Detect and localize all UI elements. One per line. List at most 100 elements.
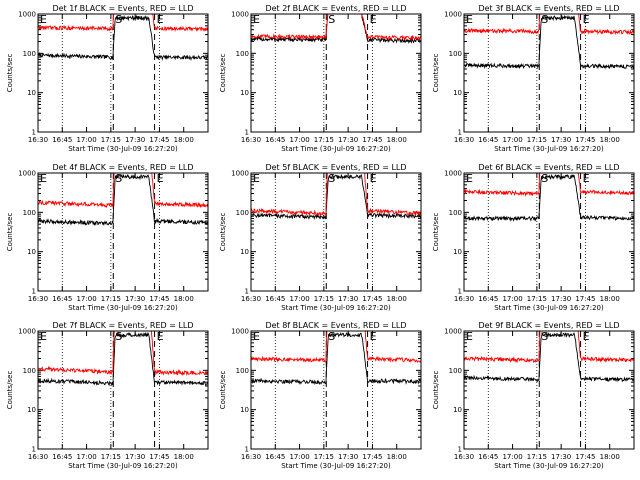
- marker-label: E: [157, 13, 164, 26]
- x-axis-label: Start Time (30-Jul-09 16:27:20): [494, 145, 604, 153]
- marker-label: S: [115, 172, 122, 185]
- chart-panel-1: Det 1f BLACK = Events, RED = LLD Counts/s…: [6, 4, 209, 153]
- y-tick-label: 1: [245, 446, 249, 454]
- x-tick-label: 17:30: [125, 453, 145, 461]
- y-tick-label: 100: [236, 367, 249, 375]
- y-axis-label: Counts/sec: [219, 54, 227, 93]
- x-tick-label: 17:00: [76, 136, 96, 144]
- x-tick-label: 17:15: [314, 295, 334, 303]
- x-tick-label: 18:00: [600, 453, 620, 461]
- x-tick-label: 17:15: [314, 453, 334, 461]
- plot-frame: [37, 330, 209, 450]
- x-tick-label: 17:30: [125, 136, 145, 144]
- y-axis-label: Counts/sec: [432, 371, 440, 410]
- x-tick-label: 17:30: [551, 295, 571, 303]
- x-axis-label: Start Time (30-Jul-09 16:27:20): [494, 304, 604, 312]
- x-tick-label: 16:45: [478, 136, 498, 144]
- y-tick-label: 1000: [231, 328, 249, 336]
- marker-label: S: [115, 13, 122, 26]
- chart-panel-2: Det 2f BLACK = Events, RED = LLD Counts/s…: [219, 4, 422, 153]
- x-tick-label: 16:30: [241, 295, 261, 303]
- chart-panel-9: Det 9f BLACK = Events, RED = LLD Counts/s…: [432, 321, 635, 470]
- marker-label: E: [40, 172, 47, 185]
- x-tick-label: 17:30: [551, 136, 571, 144]
- y-tick-label: 1000: [444, 11, 462, 19]
- x-tick-label: 17:00: [502, 295, 522, 303]
- x-tick-label: 16:30: [28, 295, 48, 303]
- y-tick-label: 1000: [18, 328, 36, 336]
- x-tick-label: 16:30: [454, 136, 474, 144]
- chart-title: Det 7f BLACK = Events, RED = LLD: [52, 321, 193, 330]
- y-tick-label: 1: [245, 129, 249, 137]
- chart-title: Det 4f BLACK = Events, RED = LLD: [52, 163, 193, 172]
- series-line-events: [464, 14, 634, 70]
- x-tick-label: 16:45: [265, 453, 285, 461]
- chart-panel-7: Det 7f BLACK = Events, RED = LLD Counts/s…: [6, 321, 209, 470]
- y-axis-label: Counts/sec: [219, 213, 227, 252]
- y-tick-label: 1: [458, 288, 462, 296]
- y-tick-label: 10: [453, 89, 462, 97]
- x-axis-label: Start Time (30-Jul-09 16:27:20): [281, 462, 391, 470]
- marker-label: S: [328, 330, 335, 343]
- chart-title: Det 5f BLACK = Events, RED = LLD: [265, 163, 406, 172]
- plot-frame: [250, 172, 422, 292]
- series-line-lld: [251, 173, 421, 217]
- y-tick-label: 100: [449, 209, 462, 217]
- y-axis-label: Counts/sec: [6, 371, 14, 410]
- x-tick-label: 18:00: [387, 453, 407, 461]
- marker-label: E: [466, 172, 473, 185]
- y-tick-label: 10: [27, 89, 36, 97]
- plot-frame: [250, 330, 422, 450]
- x-tick-label: 17:15: [101, 295, 121, 303]
- x-tick-label: 17:15: [527, 136, 547, 144]
- y-tick-label: 10: [240, 248, 249, 256]
- y-tick-label: 10: [453, 406, 462, 414]
- x-tick-label: 17:30: [338, 453, 358, 461]
- y-tick-label: 100: [449, 50, 462, 58]
- x-tick-label: 17:30: [551, 453, 571, 461]
- marker-label: S: [541, 330, 548, 343]
- marker-label: E: [583, 172, 590, 185]
- series-line-lld: [464, 14, 634, 36]
- x-tick-label: 18:00: [387, 295, 407, 303]
- y-axis-label: Counts/sec: [432, 213, 440, 252]
- x-tick-label: 17:15: [101, 453, 121, 461]
- y-axis-label: Counts/sec: [6, 54, 14, 93]
- x-axis-label: Start Time (30-Jul-09 16:27:20): [494, 462, 604, 470]
- marker-label: E: [466, 330, 473, 343]
- marker-label: E: [583, 13, 590, 26]
- x-tick-label: 17:00: [502, 136, 522, 144]
- chart-panel-6: Det 6f BLACK = Events, RED = LLD Counts/s…: [432, 163, 635, 312]
- marker-label: E: [370, 13, 377, 26]
- series-line-events: [251, 331, 421, 386]
- y-tick-label: 10: [240, 406, 249, 414]
- x-tick-label: 17:00: [76, 295, 96, 303]
- x-tick-label: 16:30: [454, 295, 474, 303]
- x-tick-label: 16:30: [454, 453, 474, 461]
- y-tick-label: 1000: [444, 328, 462, 336]
- y-tick-label: 100: [23, 209, 36, 217]
- chart-title: Det 1f BLACK = Events, RED = LLD: [52, 4, 193, 13]
- y-tick-label: 100: [449, 367, 462, 375]
- x-tick-label: 17:30: [338, 295, 358, 303]
- x-tick-label: 16:30: [241, 136, 261, 144]
- y-axis-label: Counts/sec: [219, 371, 227, 410]
- marker-label: S: [115, 330, 122, 343]
- x-tick-label: 18:00: [387, 136, 407, 144]
- chart-panel-3: Det 3f BLACK = Events, RED = LLD Counts/s…: [432, 4, 635, 153]
- y-tick-label: 1: [245, 288, 249, 296]
- x-axis-label: Start Time (30-Jul-09 16:27:20): [68, 145, 178, 153]
- series-line-lld: [38, 173, 208, 209]
- x-tick-label: 17:15: [527, 295, 547, 303]
- plot-frame: [37, 172, 209, 292]
- series-line-lld: [464, 173, 634, 197]
- x-tick-label: 17:45: [575, 295, 595, 303]
- x-tick-label: 18:00: [174, 295, 194, 303]
- marker-label: E: [253, 330, 260, 343]
- x-tick-label: 17:45: [575, 453, 595, 461]
- x-axis-label: Start Time (30-Jul-09 16:27:20): [281, 304, 391, 312]
- plot-frame: [463, 13, 635, 133]
- x-tick-label: 17:45: [362, 453, 382, 461]
- series-line-lld: [251, 331, 421, 364]
